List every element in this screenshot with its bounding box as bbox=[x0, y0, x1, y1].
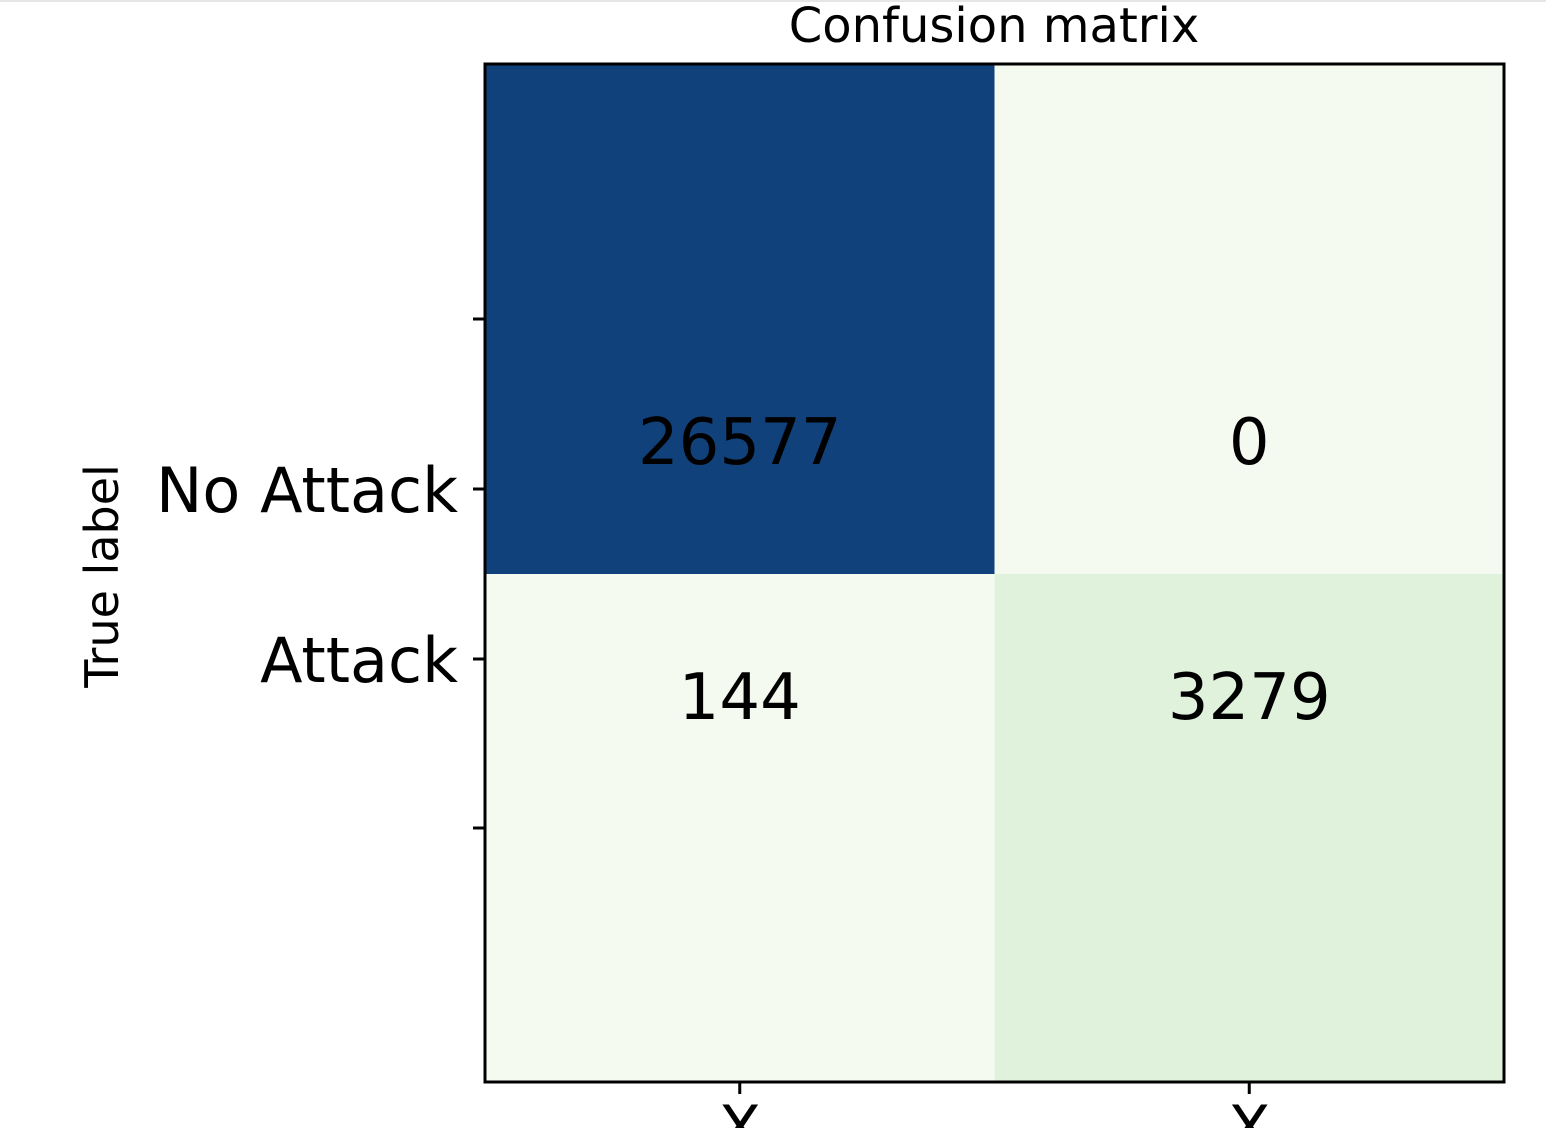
heatmap-cell-r0-c1 bbox=[994, 64, 1504, 574]
y-tick-label-1: Attack bbox=[260, 624, 458, 697]
cell-value-label-r0-c0: 26577 bbox=[638, 406, 842, 480]
plot-frame bbox=[483, 62, 1506, 1084]
y-tick-label-0: No Attack bbox=[156, 454, 458, 527]
heatmap-cell-r1-c1 bbox=[994, 574, 1504, 1082]
chart-title: Confusion matrix bbox=[789, 0, 1199, 54]
y-axis-label: True label bbox=[75, 464, 129, 689]
x-tick-label-1: X bbox=[1228, 1092, 1270, 1128]
cell-value-label-r0-c1: 0 bbox=[1229, 406, 1270, 480]
heatmap-cell-r0-c0 bbox=[485, 64, 995, 574]
cell-value-label-r1-c0: 144 bbox=[679, 661, 801, 735]
top-divider bbox=[0, 0, 1546, 2]
heatmap-cell-r1-c0 bbox=[485, 574, 995, 1082]
cell-value-label-r1-c1: 3279 bbox=[1168, 661, 1331, 735]
x-tick-label-0: X bbox=[719, 1092, 761, 1128]
